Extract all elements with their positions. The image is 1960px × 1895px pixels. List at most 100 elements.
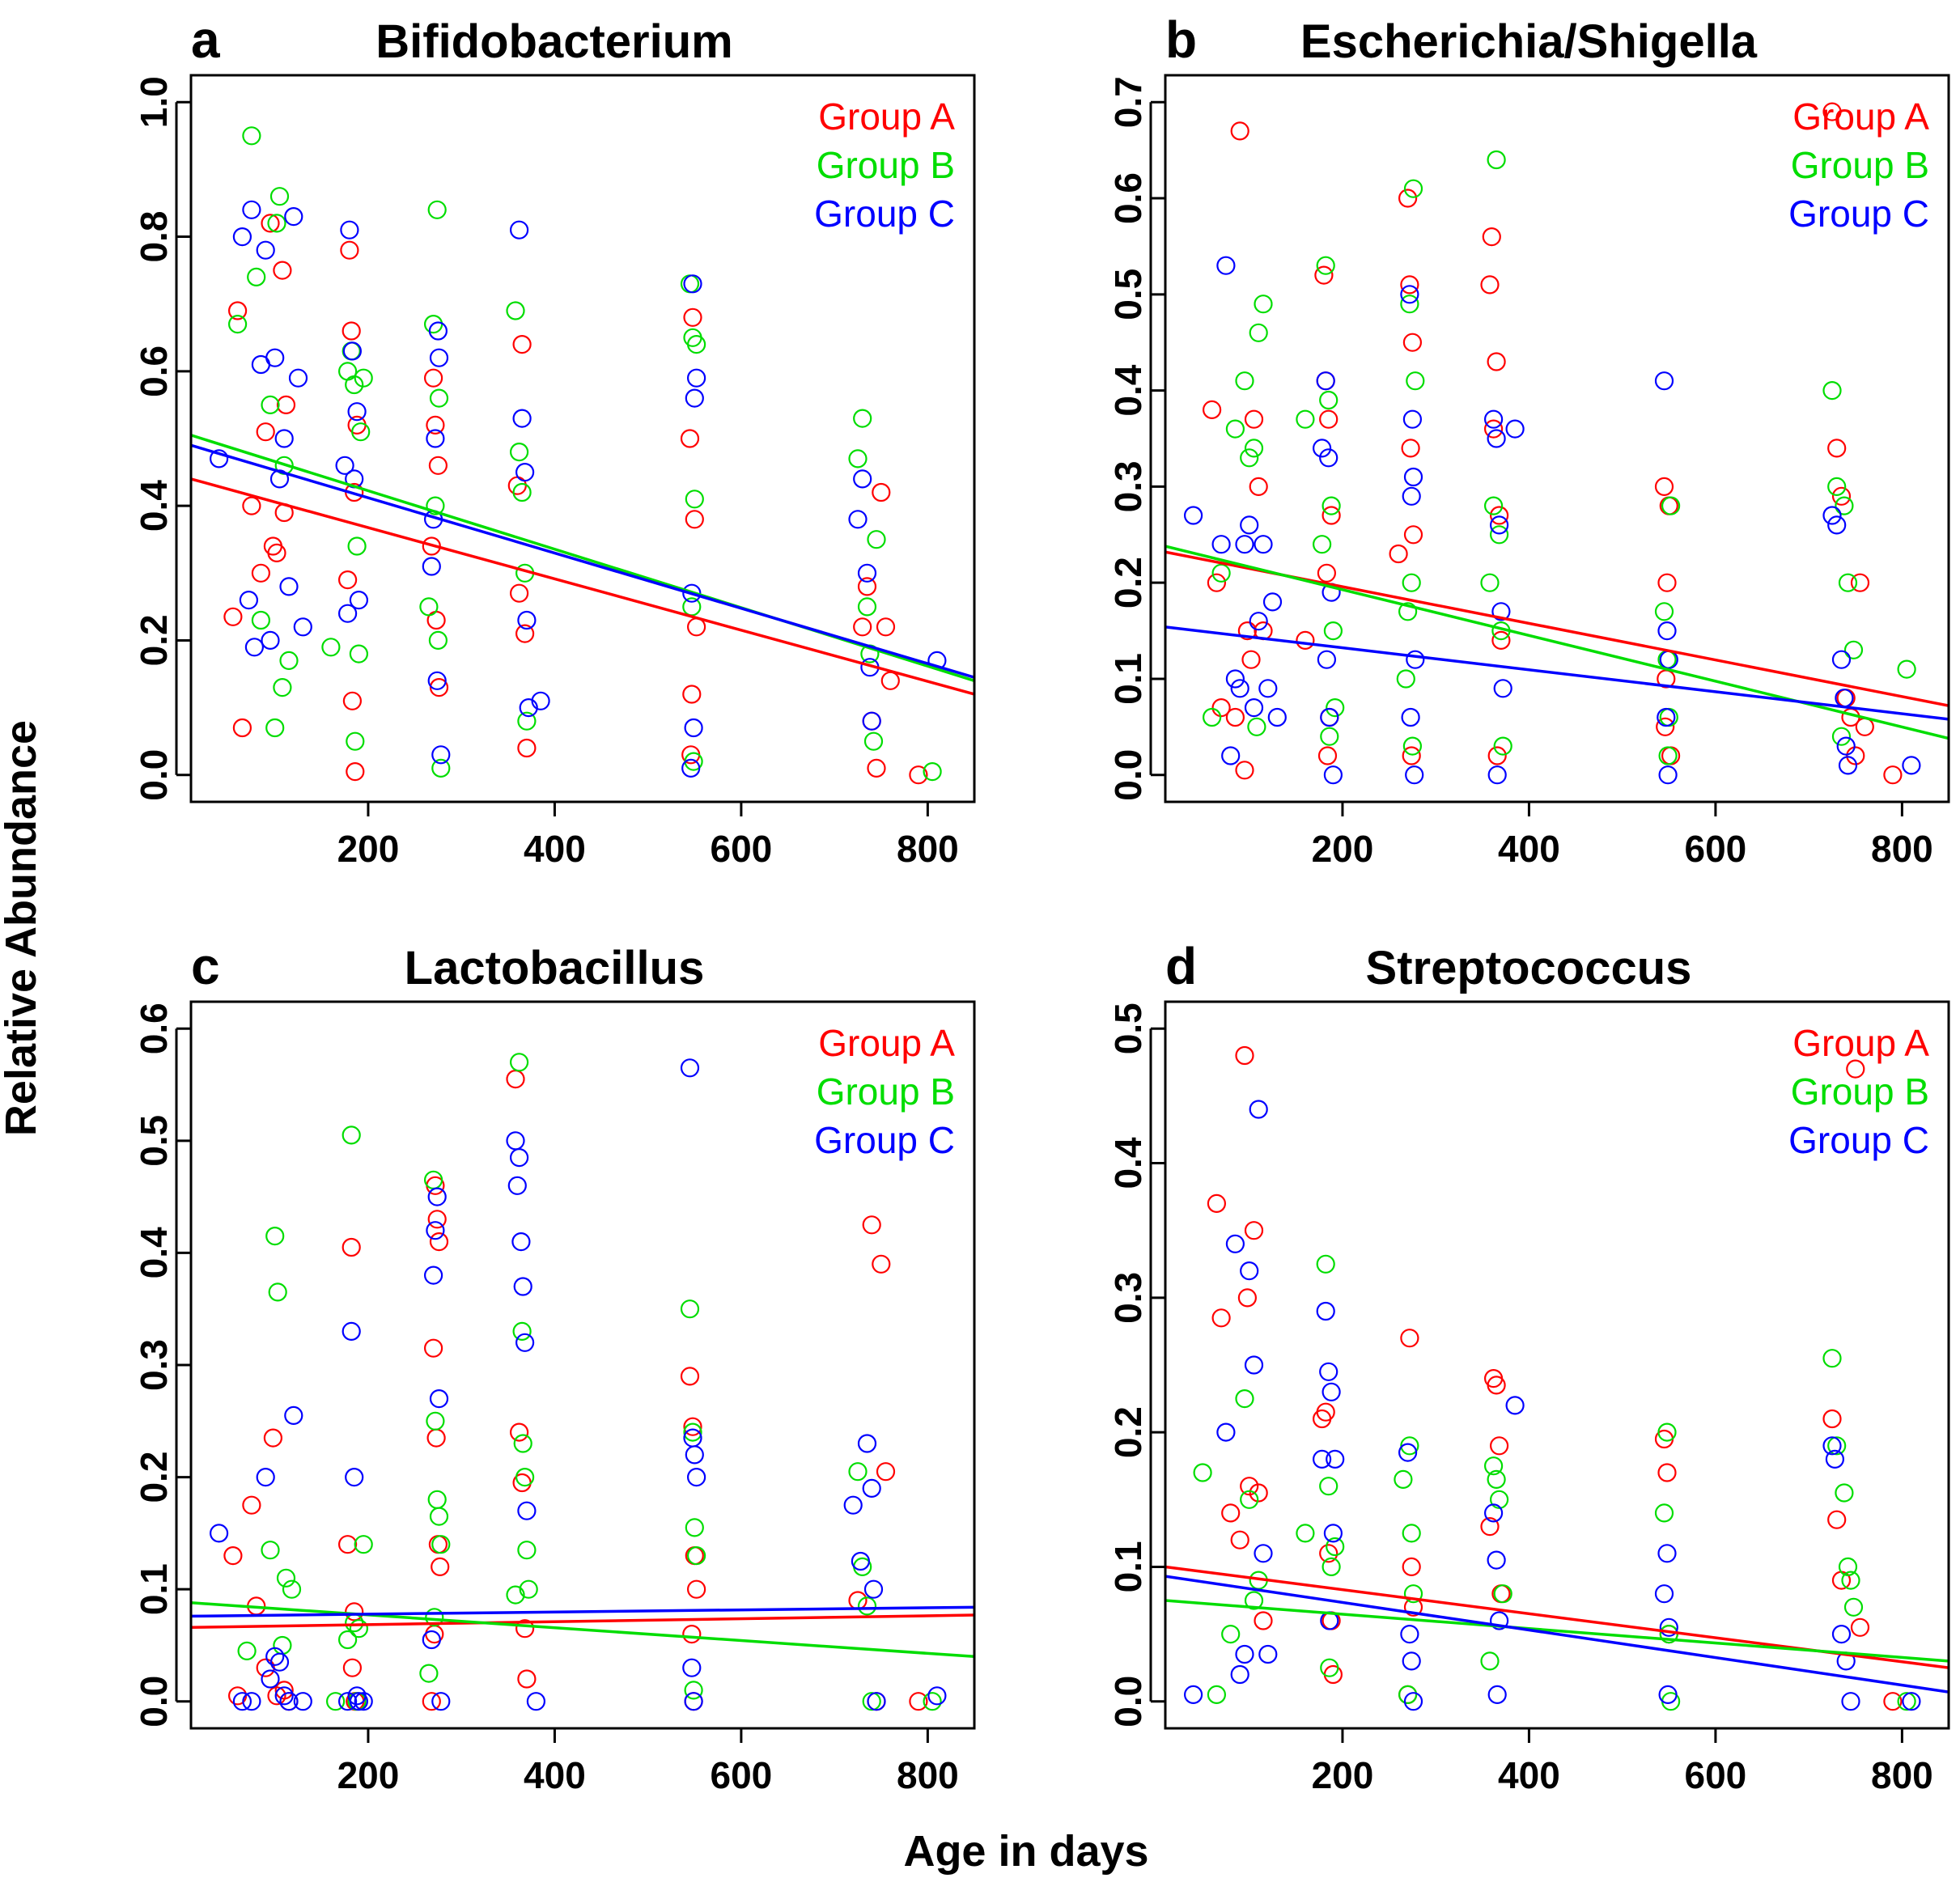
data-point-group-a bbox=[683, 1417, 702, 1436]
y-tick-label: 0.6 bbox=[133, 1003, 175, 1054]
data-point-group-c bbox=[284, 207, 303, 227]
data-point-group-c bbox=[210, 1524, 229, 1543]
data-point-group-c bbox=[682, 583, 702, 603]
data-point-group-a bbox=[876, 617, 896, 637]
data-point-group-b bbox=[1661, 496, 1681, 515]
data-point-group-c bbox=[1657, 621, 1677, 641]
data-point-group-a bbox=[1400, 275, 1419, 295]
data-point-group-c bbox=[1822, 1436, 1842, 1456]
data-point-group-c bbox=[1258, 1644, 1278, 1664]
data-point-group-b bbox=[427, 1490, 447, 1509]
y-tick-label: 0.2 bbox=[133, 614, 175, 666]
data-point-group-a bbox=[1483, 419, 1504, 439]
data-point-group-b bbox=[1296, 1524, 1315, 1543]
data-point-group-c bbox=[517, 610, 537, 630]
panel-letter: a bbox=[191, 11, 220, 69]
data-point-group-b bbox=[862, 1692, 881, 1711]
data-point-group-a bbox=[862, 1215, 881, 1235]
data-point-group-c bbox=[863, 1579, 884, 1599]
data-point-group-a bbox=[423, 1338, 443, 1358]
data-point-group-a bbox=[1244, 1221, 1264, 1240]
data-point-group-a bbox=[680, 1367, 700, 1386]
legend-entry-group-c: Group C bbox=[814, 1119, 955, 1161]
fit-line-group-c bbox=[1165, 1575, 1949, 1694]
data-point-group-c bbox=[1317, 650, 1337, 669]
data-point-group-c bbox=[680, 1058, 700, 1078]
data-point-group-b bbox=[1396, 669, 1415, 689]
data-point-group-a bbox=[1319, 409, 1338, 429]
data-point-group-b bbox=[351, 422, 371, 442]
data-point-group-b bbox=[1322, 1557, 1341, 1577]
data-point-group-c bbox=[685, 1445, 704, 1465]
data-point-group-b bbox=[515, 1467, 535, 1487]
data-point-group-a bbox=[223, 1545, 243, 1566]
data-point-group-b bbox=[1480, 573, 1500, 592]
data-point-group-c bbox=[428, 321, 448, 341]
data-point-group-a bbox=[909, 1692, 928, 1711]
data-point-group-b bbox=[1244, 439, 1264, 458]
data-point-group-b bbox=[685, 490, 704, 509]
fit-line-group-b bbox=[1165, 1599, 1949, 1663]
data-point-group-c bbox=[512, 409, 532, 428]
data-point-group-b bbox=[1822, 1349, 1842, 1368]
data-point-group-b bbox=[425, 1608, 444, 1627]
data-point-group-c bbox=[1825, 1449, 1844, 1469]
data-point-group-b bbox=[431, 1535, 451, 1554]
data-point-group-a bbox=[909, 765, 928, 785]
data-point-group-c bbox=[1831, 1624, 1852, 1644]
legend-entry-group-b: Group B bbox=[1791, 144, 1929, 186]
data-point-group-b bbox=[1240, 448, 1259, 468]
data-point-group-a bbox=[342, 1237, 361, 1257]
data-point-group-a bbox=[242, 496, 261, 515]
data-point-group-a bbox=[880, 671, 900, 690]
data-point-group-c bbox=[1221, 746, 1241, 765]
x-tick-label: 800 bbox=[897, 828, 959, 870]
data-point-group-c bbox=[848, 510, 868, 529]
data-point-group-b bbox=[267, 214, 286, 233]
data-point-group-a bbox=[1846, 746, 1865, 765]
data-point-group-c bbox=[1489, 515, 1509, 535]
data-point-group-b bbox=[1654, 1503, 1674, 1523]
data-point-group-b bbox=[237, 1641, 257, 1661]
data-point-group-c bbox=[1403, 1692, 1423, 1711]
data-point-group-c bbox=[1319, 448, 1338, 468]
data-point-group-a bbox=[428, 456, 448, 475]
data-point-group-a bbox=[1489, 1436, 1509, 1456]
data-point-group-b bbox=[1835, 496, 1854, 515]
y-tick-label: 0.3 bbox=[1107, 1272, 1149, 1324]
data-point-group-b bbox=[1244, 1591, 1264, 1610]
data-point-group-c bbox=[1831, 650, 1852, 669]
data-point-group-c bbox=[1654, 371, 1674, 391]
data-point-group-b bbox=[685, 1518, 704, 1537]
data-point-group-b bbox=[251, 610, 270, 630]
data-point-group-a bbox=[251, 563, 270, 583]
data-point-group-c bbox=[1487, 429, 1506, 448]
legend-entry-group-c: Group C bbox=[814, 193, 955, 235]
data-point-group-b bbox=[1312, 535, 1332, 554]
data-point-group-b bbox=[269, 187, 290, 206]
data-point-group-a bbox=[1249, 1483, 1268, 1503]
data-point-group-c bbox=[256, 1467, 275, 1487]
data-point-group-c bbox=[1216, 256, 1236, 275]
data-point-group-b bbox=[1249, 323, 1268, 342]
data-point-group-c bbox=[349, 1692, 368, 1711]
x-tick-label: 600 bbox=[711, 1754, 773, 1796]
data-point-group-c bbox=[1319, 1362, 1338, 1381]
data-point-group-c bbox=[1211, 535, 1231, 554]
data-point-group-a bbox=[1487, 746, 1507, 765]
data-point-group-b bbox=[1838, 573, 1858, 592]
data-point-group-b bbox=[1316, 256, 1335, 275]
data-point-group-a bbox=[1389, 544, 1408, 564]
legend-entry-group-a: Group A bbox=[818, 95, 955, 138]
data-point-group-a bbox=[1482, 227, 1501, 247]
data-point-group-a bbox=[429, 677, 449, 697]
data-point-group-c bbox=[1225, 669, 1245, 689]
legend-entry-group-b: Group B bbox=[817, 1070, 955, 1113]
data-point-group-c bbox=[1267, 707, 1287, 727]
data-point-group-a bbox=[1480, 1516, 1500, 1537]
data-point-group-b bbox=[519, 1579, 538, 1599]
data-point-group-b bbox=[342, 1126, 361, 1145]
data-point-group-a bbox=[242, 1495, 261, 1515]
data-point-group-c bbox=[279, 577, 299, 596]
